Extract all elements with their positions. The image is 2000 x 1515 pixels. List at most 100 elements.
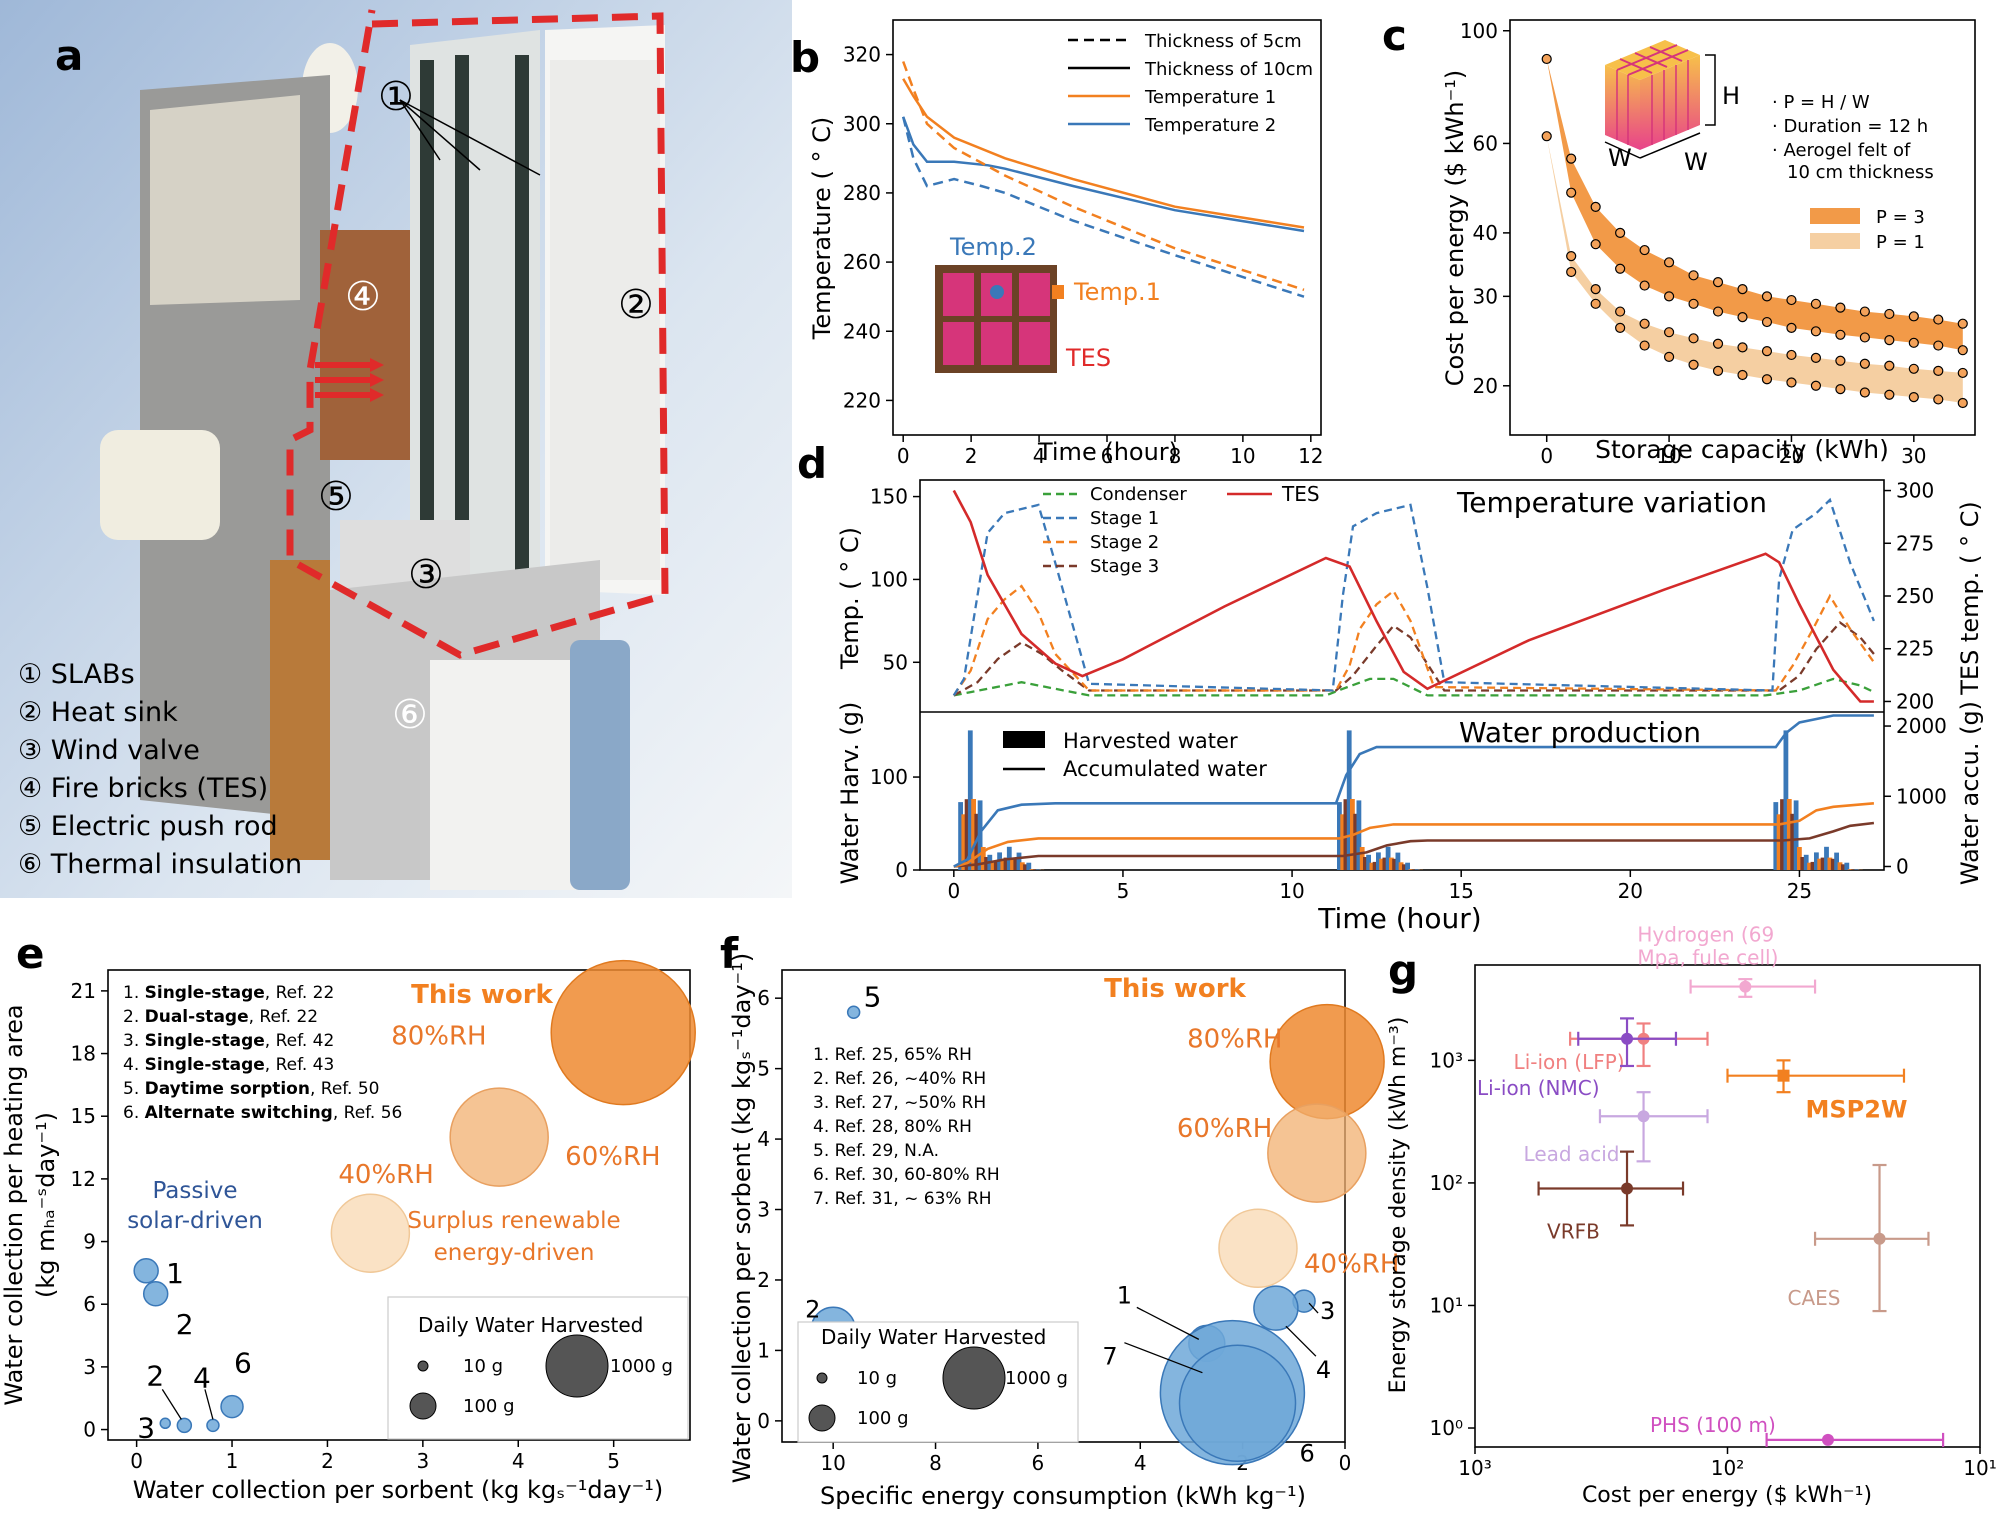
harvest-bar bbox=[1405, 862, 1410, 870]
y-tick-label: 260 bbox=[843, 250, 881, 274]
harvest-bar bbox=[1837, 862, 1843, 870]
data-point bbox=[1859, 358, 1870, 369]
panel-letter-g: g bbox=[1388, 946, 1418, 995]
data-point bbox=[1737, 342, 1748, 353]
harvest-bar bbox=[1834, 852, 1839, 870]
legend-top: Condenser Stage 1 Stage 2 Stage 3 TES bbox=[1043, 482, 1320, 577]
data-point bbox=[1884, 308, 1895, 320]
x-tick-label: 4 bbox=[512, 1449, 525, 1473]
series-group bbox=[952, 489, 1875, 868]
size-label-10g: 10 g bbox=[463, 1356, 503, 1377]
data-point bbox=[1688, 298, 1699, 309]
x-tick-label: 0 bbox=[947, 879, 960, 903]
legend-label-stage3: Stage 3 bbox=[1090, 556, 1159, 577]
callout-2: ② bbox=[618, 282, 654, 328]
passive-label-line2: solar-driven bbox=[127, 1208, 263, 1234]
data-point bbox=[1615, 227, 1626, 238]
harvest-bar bbox=[1372, 861, 1378, 870]
data-point bbox=[1933, 340, 1944, 351]
data-point bbox=[1663, 257, 1675, 268]
data-point bbox=[1884, 360, 1895, 371]
legend-label-5cm: Thickness of 5cm bbox=[1144, 31, 1302, 52]
bubble bbox=[1253, 1285, 1299, 1331]
harvest-bar bbox=[980, 847, 986, 870]
label-leader bbox=[1285, 1325, 1317, 1357]
y-tick-label: 15 bbox=[71, 1104, 96, 1128]
slab-dark-2 bbox=[455, 55, 469, 570]
size-label-10g: 10 g bbox=[857, 1368, 897, 1389]
reference-item: 1. Single-stage, Ref. 22 bbox=[123, 983, 334, 1003]
harvest-bar bbox=[1790, 813, 1796, 870]
data-point bbox=[1957, 367, 1968, 379]
point-label: MSP2W bbox=[1806, 1096, 1908, 1124]
harvest-bar bbox=[1010, 857, 1015, 870]
harvest-bar bbox=[1817, 858, 1823, 870]
harvest-bar bbox=[1820, 857, 1826, 870]
axes-box bbox=[1509, 19, 1976, 436]
this-work-label: This work bbox=[411, 980, 553, 1010]
harvest-bar bbox=[1827, 857, 1833, 870]
reference-item: 2. Ref. 26, ~40% RH bbox=[813, 1069, 986, 1089]
data-point bbox=[1777, 1069, 1790, 1082]
note-2: · Duration = 12 h bbox=[1772, 116, 1928, 137]
tes-label: TES bbox=[1065, 344, 1111, 372]
harvest-bar bbox=[1023, 864, 1028, 870]
y-tick-label: 280 bbox=[843, 181, 881, 205]
tes-inset: Temp.2 Temp.1 TES bbox=[935, 233, 1161, 373]
data-point bbox=[1786, 322, 1797, 334]
harvest-bar bbox=[1389, 857, 1394, 870]
size-label-100g: 100 g bbox=[857, 1408, 909, 1429]
condenser-line bbox=[953, 677, 1875, 697]
x-tick-label: 4 bbox=[1134, 1451, 1147, 1475]
data-point bbox=[1541, 131, 1552, 142]
callout-line-2 bbox=[399, 99, 481, 171]
y-tick-label: 60 bbox=[1473, 131, 1498, 155]
y-axis-label-top-right: TES temp. ( ° C) bbox=[1956, 501, 1984, 695]
y-tick-label-top-right: 200 bbox=[1896, 689, 1934, 713]
harvest-bar bbox=[1786, 799, 1792, 870]
harvest-bar bbox=[1830, 858, 1836, 870]
data-point bbox=[1908, 311, 1919, 322]
harvest-bar bbox=[967, 730, 973, 870]
harvest-bar bbox=[990, 862, 996, 870]
data-point bbox=[1810, 352, 1822, 363]
harvest-bar bbox=[1395, 852, 1401, 870]
band-p1 bbox=[1546, 136, 1963, 403]
legend-label-stage1: Stage 1 bbox=[1090, 508, 1159, 529]
data-point bbox=[1873, 1232, 1886, 1245]
harvest-bar bbox=[1803, 854, 1809, 870]
harvest-bar bbox=[1824, 846, 1829, 870]
size-legend: Daily Water Harvested 10 g 100 g 1000 g bbox=[387, 1296, 689, 1440]
data-point bbox=[1663, 291, 1675, 302]
dashed-outline bbox=[286, 9, 669, 659]
note-1: · P = H / W bbox=[1772, 92, 1870, 113]
bubble-label: 4 bbox=[1316, 1356, 1331, 1384]
harvest-bar bbox=[1000, 858, 1006, 870]
data-point bbox=[1566, 153, 1577, 164]
data-point bbox=[1908, 391, 1919, 403]
y-tick-label: 1 bbox=[757, 1338, 770, 1362]
data-point bbox=[1957, 345, 1968, 356]
data-point bbox=[1639, 280, 1650, 291]
data-point bbox=[1621, 1032, 1634, 1045]
panel-letter-c: c bbox=[1382, 11, 1407, 60]
bubble bbox=[206, 1418, 220, 1433]
panel-a-legend: ① SLABs ② Heat sink ③ Wind valve ④ Fire … bbox=[18, 659, 302, 880]
harvest-bar bbox=[961, 814, 967, 870]
data-point bbox=[1615, 263, 1626, 274]
harvest-bar bbox=[1814, 852, 1819, 870]
data-point bbox=[1615, 322, 1626, 334]
x-tick-label: 10² bbox=[1711, 1456, 1744, 1480]
bubble-label: 2 bbox=[176, 1308, 194, 1341]
bubble-label: 6 bbox=[234, 1347, 252, 1380]
harvest-bar bbox=[1343, 799, 1349, 870]
x-tick-label: 15 bbox=[1448, 879, 1473, 903]
data-point bbox=[1712, 277, 1724, 288]
y-tick-label-top: 150 bbox=[870, 485, 908, 509]
harvest-bar bbox=[964, 799, 970, 870]
x-tick-label: 0 bbox=[1339, 1451, 1352, 1475]
harvest-bar bbox=[1408, 869, 1414, 870]
cube-left bbox=[1605, 65, 1640, 150]
callout-5: ⑤ bbox=[318, 474, 354, 520]
